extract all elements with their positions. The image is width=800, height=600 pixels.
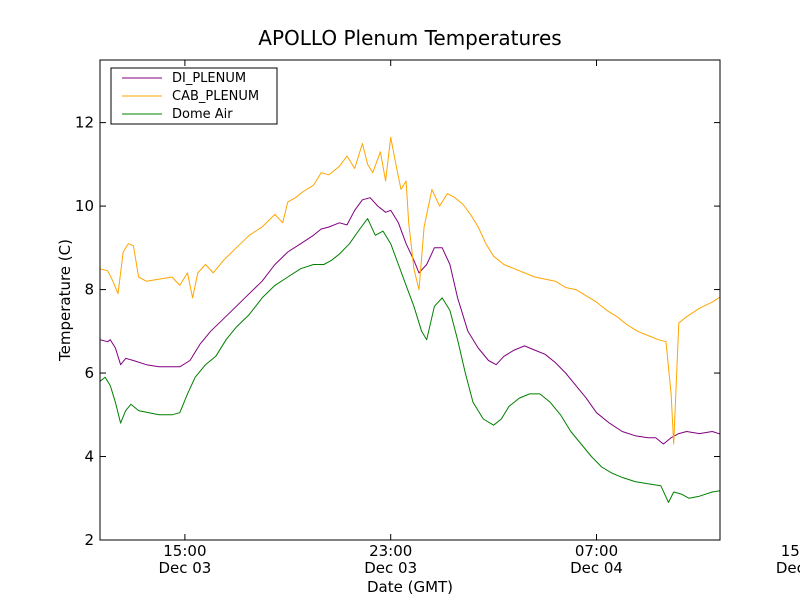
- x-tick-time-label: 15:00: [163, 542, 206, 560]
- legend-label-cab-plenum: CAB_PLENUM: [172, 89, 259, 104]
- y-tick-label: 4: [84, 448, 94, 466]
- y-tick-label: 2: [84, 531, 94, 549]
- x-tick-date-label: Dec 03: [364, 559, 417, 577]
- legend: DI_PLENUM CAB_PLENUM Dome Air: [110, 67, 278, 125]
- x-tick-time-label: 23:00: [369, 542, 412, 560]
- y-tick-label: 6: [84, 364, 94, 382]
- x-tick-date-label: Dec 04: [776, 559, 800, 577]
- x-axis-label: Date (GMT): [367, 578, 453, 596]
- y-tick-label: 10: [75, 197, 94, 215]
- chart-title: APOLLO Plenum Temperatures: [258, 26, 561, 50]
- series-line-di-plenum: [100, 197, 720, 445]
- y-tick-label: 12: [75, 114, 94, 132]
- x-tick-date-label: Dec 03: [158, 559, 211, 577]
- y-axis-label: Temperature (C): [56, 239, 74, 362]
- x-tick-time-label: 15:00: [781, 542, 800, 560]
- y-tick-label: 8: [84, 281, 94, 299]
- series-line-dome-air: [100, 218, 720, 503]
- x-tick-date-label: Dec 04: [570, 559, 623, 577]
- x-tick-time-label: 07:00: [575, 542, 618, 560]
- series-layer: [100, 136, 720, 503]
- legend-label-dome-air: Dome Air: [172, 107, 233, 122]
- legend-label-di-plenum: DI_PLENUM: [172, 71, 246, 86]
- series-line-cab-plenum: [100, 136, 720, 445]
- plot-frame: [99, 59, 721, 541]
